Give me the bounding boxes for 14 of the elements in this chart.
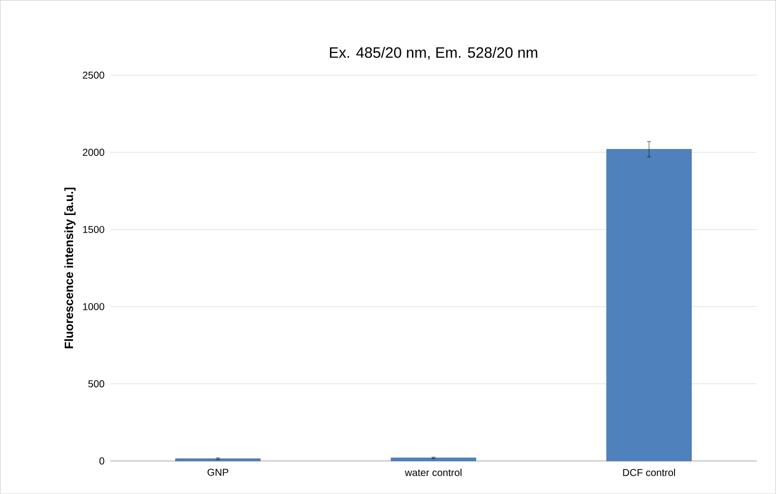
y-tick-label: 500 [88,380,104,388]
y-tick-label: 2000 [82,148,104,156]
y-tick-label: 1000 [83,303,104,310]
bar [606,148,692,462]
y-tick-label: 1500 [83,226,104,233]
y-tick-label: 0 [99,457,104,464]
y-tick-label: 2500 [82,72,104,79]
y-axis-title: Fluorescence intensity [a.u.] [64,188,76,348]
x-tick-label: DCF control [623,468,676,476]
bar [175,458,261,462]
x-tick-label: water control [404,468,462,476]
bar [390,458,476,462]
chart-title: Ex. 485/20 nm, Em. 528/20 nm [330,46,538,60]
x-tick-label: GNP [208,468,228,476]
